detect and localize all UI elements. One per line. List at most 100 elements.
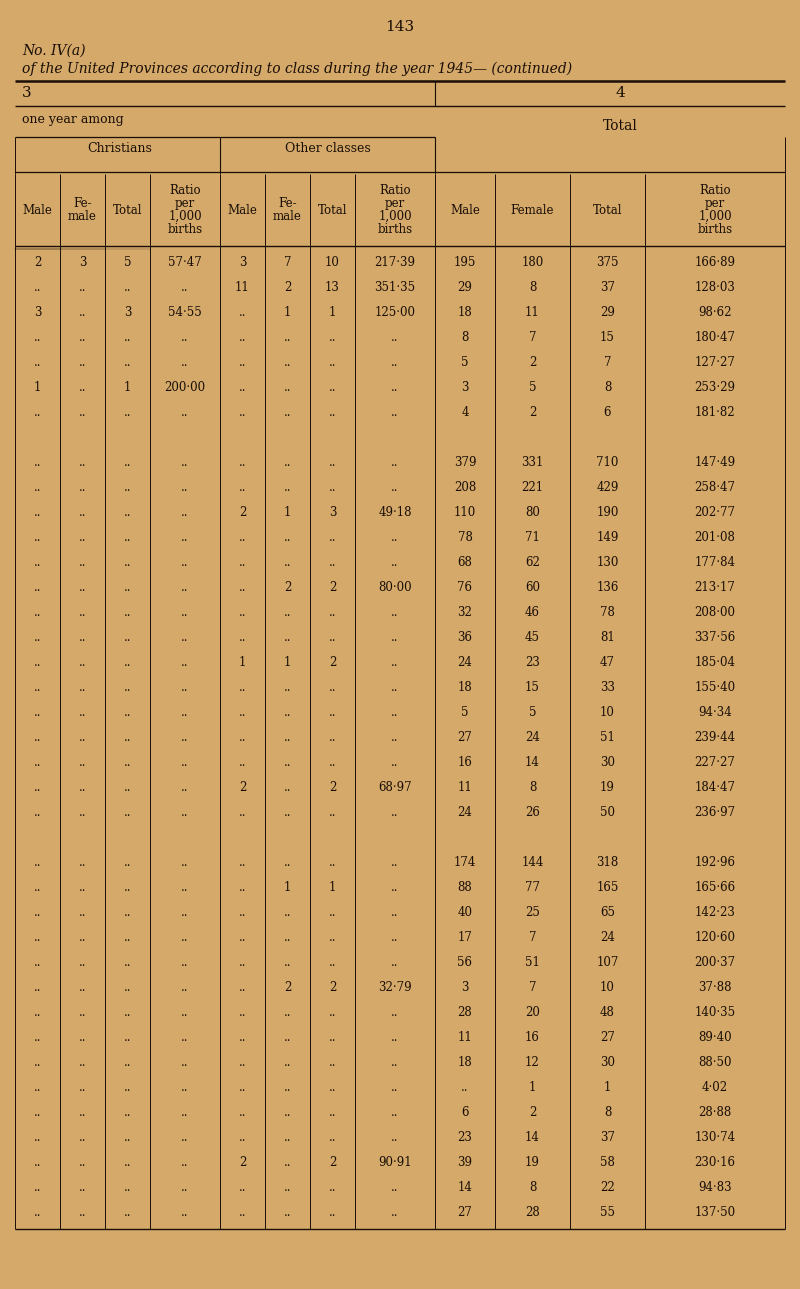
Text: ..: .. [391,731,398,744]
Text: ..: .. [329,356,336,369]
Text: 22: 22 [600,1181,615,1194]
Text: ..: .. [34,331,42,344]
Text: ..: .. [78,1181,86,1194]
Text: 81: 81 [600,632,615,644]
Text: 90·91: 90·91 [378,1156,412,1169]
Text: 5: 5 [462,356,469,369]
Text: ..: .. [329,906,336,919]
Text: 130·74: 130·74 [694,1130,735,1145]
Text: 36: 36 [458,632,473,644]
Text: ..: .. [238,1207,246,1219]
Text: ..: .. [238,956,246,969]
Text: ..: .. [124,356,131,369]
Text: 11: 11 [525,305,540,318]
Text: ..: .. [284,1181,291,1194]
Text: ..: .. [124,606,131,619]
Text: ..: .. [182,281,189,294]
Text: 227·27: 227·27 [694,757,735,770]
Text: 2: 2 [239,781,246,794]
Text: 5: 5 [529,706,536,719]
Text: ..: .. [78,981,86,994]
Text: ..: .. [124,1081,131,1094]
Text: ..: .. [284,931,291,944]
Text: 208: 208 [454,481,476,494]
Text: 375: 375 [596,257,618,269]
Text: ..: .. [329,1081,336,1094]
Text: Other classes: Other classes [285,143,371,156]
Text: ..: .. [34,581,42,594]
Text: ..: .. [124,1156,131,1169]
Text: 128·03: 128·03 [694,281,735,294]
Text: 127·27: 127·27 [694,356,735,369]
Text: ..: .. [124,281,131,294]
Text: 76: 76 [458,581,473,594]
Text: ..: .. [391,856,398,869]
Text: 10: 10 [600,981,615,994]
Text: ..: .. [284,356,291,369]
Text: 2: 2 [239,1156,246,1169]
Text: ..: .. [34,681,42,693]
Text: ..: .. [182,731,189,744]
Text: 200·37: 200·37 [694,956,735,969]
Text: ..: .. [78,956,86,969]
Text: ..: .. [78,757,86,770]
Text: 8: 8 [529,1181,536,1194]
Text: ..: .. [78,681,86,693]
Text: 29: 29 [600,305,615,318]
Text: 239·44: 239·44 [694,731,735,744]
Text: ..: .. [238,581,246,594]
Text: 11: 11 [458,1031,472,1044]
Text: 208·00: 208·00 [694,606,735,619]
Text: 5: 5 [462,706,469,719]
Text: ..: .. [34,356,42,369]
Text: 184·47: 184·47 [694,781,735,794]
Text: ..: .. [329,1207,336,1219]
Text: male: male [68,210,97,223]
Text: 78: 78 [600,606,615,619]
Text: ..: .. [284,956,291,969]
Text: 3: 3 [78,257,86,269]
Text: 49·18: 49·18 [378,507,412,519]
Text: ..: .. [124,1207,131,1219]
Text: 3: 3 [22,86,32,101]
Text: 7: 7 [529,981,536,994]
Text: 24: 24 [600,931,615,944]
Text: 125·00: 125·00 [374,305,415,318]
Text: 54·55: 54·55 [168,305,202,318]
Text: 1: 1 [124,382,131,394]
Text: ..: .. [329,706,336,719]
Text: ..: .. [124,656,131,669]
Text: ..: .. [124,781,131,794]
Text: 28·88: 28·88 [698,1106,732,1119]
Text: 120·60: 120·60 [694,931,735,944]
Text: 50: 50 [600,806,615,819]
Text: 177·84: 177·84 [694,556,735,568]
Text: ..: .. [238,731,246,744]
Text: Total: Total [113,204,142,217]
Text: ..: .. [34,656,42,669]
Text: ..: .. [284,406,291,419]
Text: 202·77: 202·77 [694,507,735,519]
Text: 351·35: 351·35 [374,281,415,294]
Text: ..: .. [391,757,398,770]
Text: ..: .. [34,806,42,819]
Text: 26: 26 [525,806,540,819]
Text: of the United Provinces according to class during the year 1945— (continued): of the United Provinces according to cla… [22,62,572,76]
Text: ..: .. [124,1106,131,1119]
Text: ..: .. [238,331,246,344]
Text: 94·34: 94·34 [698,706,732,719]
Text: 25: 25 [525,906,540,919]
Text: ..: .. [284,1207,291,1219]
Text: ..: .. [391,632,398,644]
Text: ..: .. [391,706,398,719]
Text: 221: 221 [522,481,543,494]
Text: 710: 710 [596,456,618,469]
Text: ..: .. [182,507,189,519]
Text: ..: .. [284,1056,291,1069]
Text: No. IV(a): No. IV(a) [22,44,86,58]
Text: ..: .. [182,856,189,869]
Text: ..: .. [238,1056,246,1069]
Text: ..: .. [238,880,246,895]
Text: 3: 3 [238,257,246,269]
Text: ..: .. [182,1156,189,1169]
